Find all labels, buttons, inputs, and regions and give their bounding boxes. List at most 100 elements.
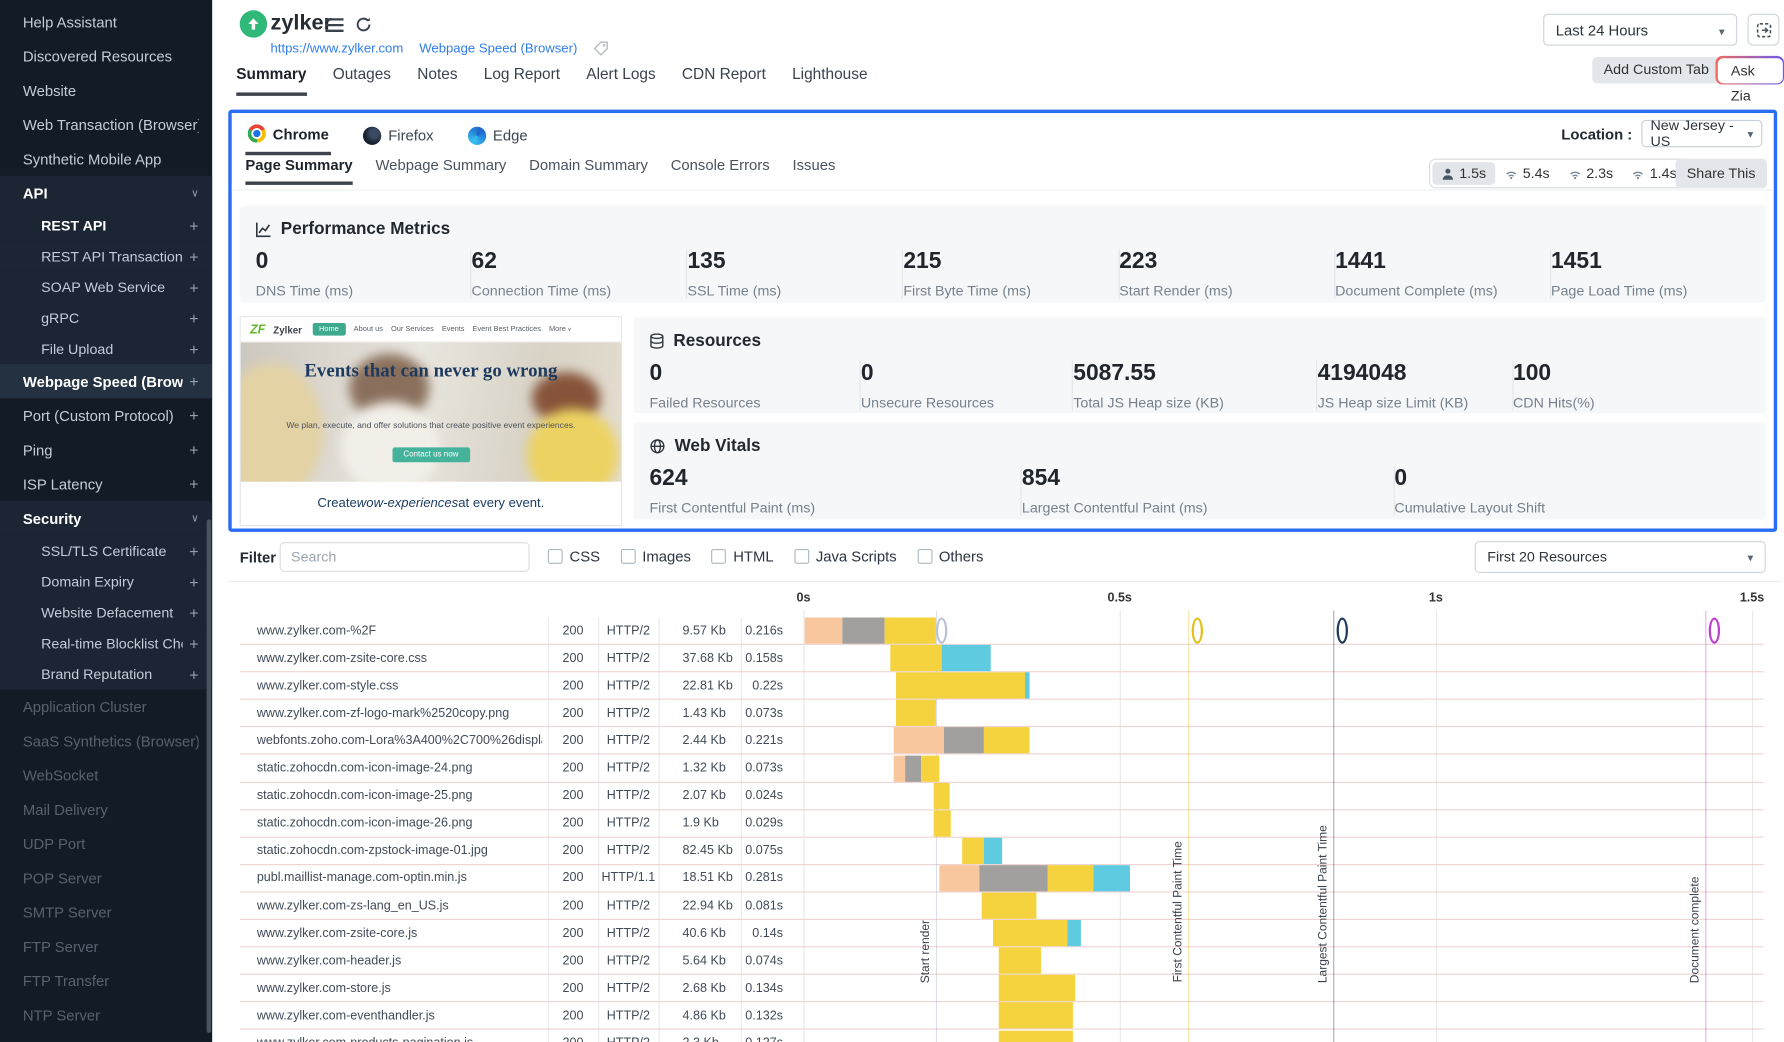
speed-option-5-4s[interactable]: 5.4s [1495, 162, 1559, 185]
tab-alert-logs[interactable]: Alert Logs [586, 65, 655, 96]
sidebar-item-ftp-server[interactable]: FTP Server [0, 929, 212, 963]
add-monitor-icon[interactable] [189, 247, 198, 265]
resource-row[interactable]: www.zylker.com-zs-lang_en_US.js200HTTP/2… [240, 893, 1764, 921]
search-input[interactable] [280, 542, 530, 572]
tab-cdn-report[interactable]: CDN Report [682, 65, 766, 96]
filter-checkbox-html[interactable]: HTML [712, 548, 774, 565]
sidebar-item-brand-reputation[interactable]: Brand Reputation [0, 659, 212, 690]
add-monitor-icon[interactable] [189, 441, 198, 459]
browser-tab-firefox[interactable]: Firefox [361, 116, 436, 155]
sidebar-item-api[interactable]: API [0, 176, 212, 210]
page-screenshot-thumbnail[interactable]: ZF Zylker HomeAbout usOur ServicesEvents… [240, 316, 622, 526]
speed-option-2-3s[interactable]: 2.3s [1559, 162, 1623, 185]
sidebar-item-rest-api[interactable]: REST API [0, 210, 212, 241]
sidebar-item-domain-expiry[interactable]: Domain Expiry [0, 566, 212, 597]
switch-monitor-button[interactable] [1747, 14, 1779, 46]
chevron-down-icon[interactable] [191, 512, 199, 525]
sidebar-item-smtp-server[interactable]: SMTP Server [0, 895, 212, 929]
subtab-webpage-summary[interactable]: Webpage Summary [375, 156, 506, 185]
sidebar-item-website[interactable]: Website [0, 73, 212, 107]
checkbox[interactable] [548, 549, 563, 564]
sidebar-item-file-upload[interactable]: File Upload [0, 333, 212, 364]
add-monitor-icon[interactable] [189, 603, 198, 621]
resource-row[interactable]: static.zohocdn.com-icon-image-25.png200H… [240, 783, 1764, 811]
subtab-console-errors[interactable]: Console Errors [671, 156, 770, 185]
resource-row[interactable]: static.zohocdn.com-zpstock-image-01.jpg2… [240, 838, 1764, 866]
speed-option-1-5s[interactable]: 1.5s [1433, 162, 1495, 185]
checkbox[interactable] [621, 549, 636, 564]
checkbox[interactable] [794, 549, 809, 564]
sidebar-item-help-assistant[interactable]: Help Assistant [0, 5, 212, 39]
subtab-domain-summary[interactable]: Domain Summary [529, 156, 648, 185]
sidebar-scrollbar[interactable] [207, 519, 212, 1033]
add-monitor-icon[interactable] [189, 406, 198, 424]
add-monitor-icon[interactable] [189, 634, 198, 652]
sidebar-item-real-time-blocklist-check[interactable]: Real-time Blocklist Check [0, 628, 212, 659]
sidebar-item-websocket[interactable]: WebSocket [0, 758, 212, 792]
add-monitor-icon[interactable] [189, 542, 198, 560]
resource-row[interactable]: static.zohocdn.com-icon-image-26.png200H… [240, 810, 1764, 838]
sidebar-item-security[interactable]: Security [0, 501, 212, 535]
time-range-dropdown[interactable]: Last 24 Hours [1543, 14, 1737, 46]
chevron-down-icon[interactable] [191, 187, 199, 200]
add-monitor-icon[interactable] [189, 372, 198, 390]
tab-outages[interactable]: Outages [333, 65, 391, 96]
sidebar-item-synthetic-mobile-app[interactable]: Synthetic Mobile App [0, 142, 212, 176]
tab-notes[interactable]: Notes [417, 65, 457, 96]
checkbox[interactable] [917, 549, 932, 564]
tab-lighthouse[interactable]: Lighthouse [792, 65, 867, 96]
sidebar-item-grpc[interactable]: gRPC [0, 302, 212, 333]
resource-row[interactable]: www.zylker.com-eventhandler.js200HTTP/24… [240, 1003, 1764, 1031]
filter-checkbox-images[interactable]: Images [621, 548, 691, 565]
share-this-button[interactable]: Share This [1675, 159, 1767, 189]
monitor-url-link[interactable]: https://www.zylker.com [271, 42, 404, 56]
tab-log-report[interactable]: Log Report [484, 65, 560, 96]
add-monitor-icon[interactable] [189, 340, 198, 358]
add-monitor-icon[interactable] [189, 216, 198, 234]
add-monitor-icon[interactable] [189, 475, 198, 493]
subtab-page-summary[interactable]: Page Summary [245, 156, 352, 185]
resource-row[interactable]: www.zylker.com-%2F200HTTP/29.57 Kb0.216s [240, 617, 1764, 645]
add-monitor-icon[interactable] [189, 572, 198, 590]
sidebar-item-soap-web-service[interactable]: SOAP Web Service [0, 272, 212, 303]
add-monitor-icon[interactable] [189, 665, 198, 683]
resource-row[interactable]: www.zylker.com-products-pagination.js200… [240, 1030, 1764, 1042]
sidebar-item-saas-synthetics-browser[interactable]: SaaS Synthetics (Browser) [0, 724, 212, 758]
sidebar-item-discovered-resources[interactable]: Discovered Resources [0, 39, 212, 73]
resource-count-dropdown[interactable]: First 20 Resources [1475, 541, 1766, 573]
add-monitor-icon[interactable] [189, 309, 198, 327]
sidebar-item-application-cluster[interactable]: Application Cluster [0, 689, 212, 723]
resource-row[interactable]: www.zylker.com-zsite-core.css200HTTP/237… [240, 645, 1764, 673]
sidebar-item-website-defacement[interactable]: Website Defacement [0, 597, 212, 628]
add-custom-tab-button[interactable]: Add Custom Tab [1592, 57, 1720, 83]
sidebar-item-mail-delivery[interactable]: Mail Delivery [0, 792, 212, 826]
location-dropdown[interactable]: New Jersey - US [1641, 120, 1762, 147]
sidebar-item-rest-api-transaction[interactable]: REST API Transaction [0, 241, 212, 272]
filter-checkbox-others[interactable]: Others [917, 548, 983, 565]
browser-tab-edge[interactable]: Edge [466, 116, 530, 155]
sidebar-item-udp-port[interactable]: UDP Port [0, 826, 212, 860]
browser-tab-chrome[interactable]: Chrome [245, 116, 331, 155]
filter-checkbox-java-scripts[interactable]: Java Scripts [794, 548, 897, 565]
resource-row[interactable]: www.zylker.com-header.js200HTTP/25.64 Kb… [240, 948, 1764, 976]
sidebar-item-ssl-tls-certificate[interactable]: SSL/TLS Certificate [0, 535, 212, 566]
checkbox[interactable] [712, 549, 727, 564]
resource-row[interactable]: webfonts.zoho.com-Lora%3A400%2C700%26dis… [240, 728, 1764, 756]
resource-row[interactable]: www.zylker.com-zsite-core.js200HTTP/240.… [240, 920, 1764, 948]
filter-checkbox-css[interactable]: CSS [548, 548, 600, 565]
subtab-issues[interactable]: Issues [793, 156, 836, 185]
add-monitor-icon[interactable] [189, 278, 198, 296]
sidebar-item-pop-server[interactable]: POP Server [0, 861, 212, 895]
resource-row[interactable]: publ.maillist-manage.com-optin.min.js200… [240, 865, 1764, 893]
tab-summary[interactable]: Summary [236, 65, 306, 96]
sidebar-item-ping[interactable]: Ping [0, 433, 212, 467]
ask-zia-button[interactable]: Ask Zia [1716, 56, 1784, 85]
refresh-icon[interactable] [355, 16, 372, 33]
resource-row[interactable]: www.zylker.com-zf-logo-mark%2520copy.png… [240, 700, 1764, 728]
resource-row[interactable]: static.zohocdn.com-icon-image-24.png200H… [240, 755, 1764, 783]
sidebar-item-web-transaction-browser[interactable]: Web Transaction (Browser) [0, 107, 212, 141]
sidebar-item-port-custom-protocol[interactable]: Port (Custom Protocol) [0, 398, 212, 432]
sidebar-item-ftp-transfer[interactable]: FTP Transfer [0, 963, 212, 997]
sidebar-item-webpage-speed-browser[interactable]: Webpage Speed (Browser) [0, 364, 212, 398]
sidebar-item-ntp-server[interactable]: NTP Server [0, 998, 212, 1032]
